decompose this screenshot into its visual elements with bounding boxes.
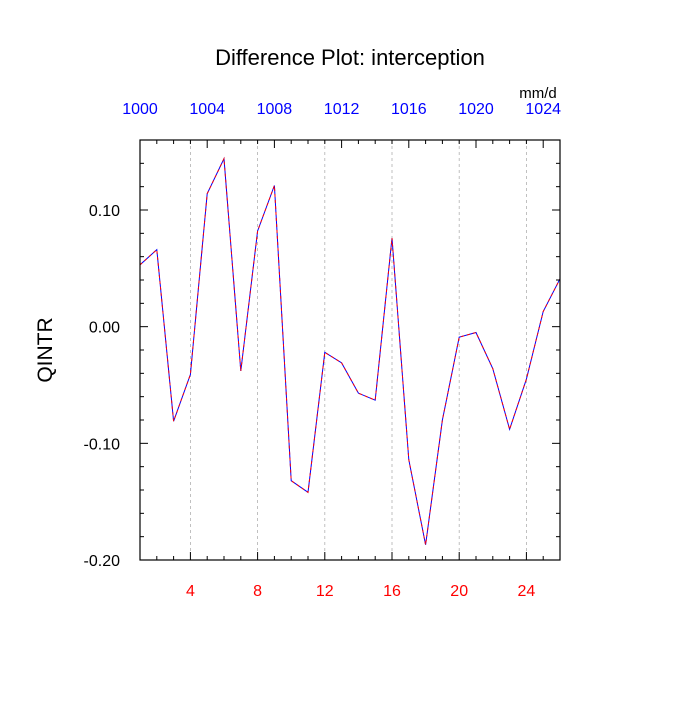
series-line bbox=[140, 156, 560, 545]
plot-frame bbox=[139, 139, 561, 561]
x-tick-label: 8 bbox=[253, 583, 262, 600]
y-tick-label: -0.10 bbox=[84, 436, 121, 453]
series-layer bbox=[140, 156, 560, 545]
top-tick-label: 1008 bbox=[257, 101, 293, 118]
top-tick-label: 1016 bbox=[391, 101, 427, 118]
x-tick-label: 24 bbox=[518, 583, 536, 600]
top-tick-label: 1004 bbox=[189, 101, 225, 118]
top-tick-label: 1000 bbox=[122, 101, 158, 118]
top-tick-label: 1012 bbox=[324, 101, 360, 118]
top-tick-label: 1024 bbox=[525, 101, 561, 118]
x-tick-label: 16 bbox=[383, 583, 401, 600]
chart-title: Difference Plot: interception bbox=[215, 45, 485, 70]
axes bbox=[139, 139, 561, 561]
y-axis-label: QINTR bbox=[34, 317, 57, 382]
x-tick-label: 12 bbox=[316, 583, 334, 600]
grid-lines bbox=[189, 140, 527, 560]
x-tick-label: 20 bbox=[450, 583, 468, 600]
series-line-dashed bbox=[140, 156, 560, 545]
units-label: mm/d bbox=[519, 85, 557, 102]
y-tick-label: 0.00 bbox=[89, 320, 120, 337]
top-tick-label: 1020 bbox=[458, 101, 494, 118]
y-tick-label: 0.10 bbox=[89, 203, 120, 220]
x-tick-label: 4 bbox=[186, 583, 195, 600]
y-tick-label: -0.20 bbox=[84, 553, 121, 570]
tick-labels: 4 8 12 16 20 24 1000 1004 1008 1012 1016 1020 1024 -0… bbox=[84, 101, 562, 600]
